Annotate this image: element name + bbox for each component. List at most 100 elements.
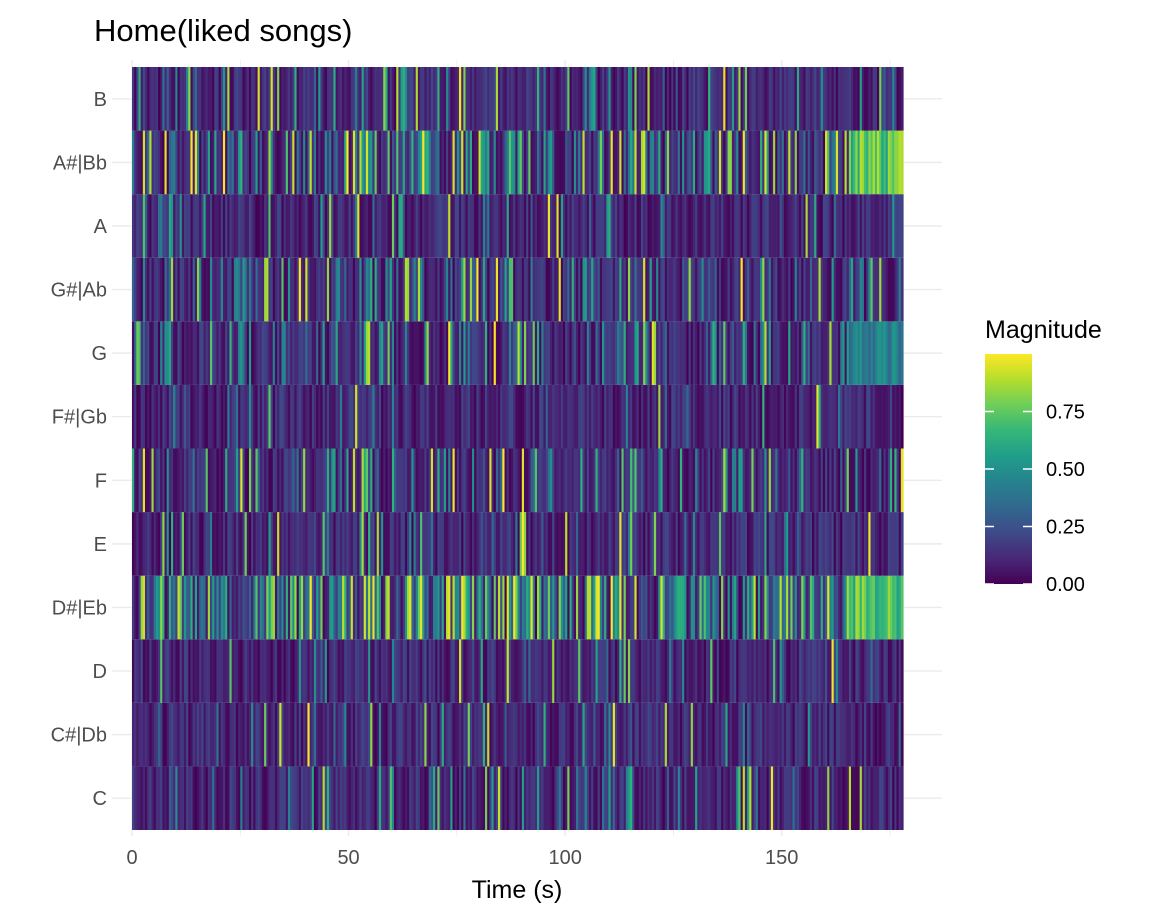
heatmap-cell [627, 321, 631, 385]
heatmap-cell [591, 575, 594, 640]
heatmap-cell [833, 702, 837, 767]
heatmap-cell [279, 766, 283, 830]
heatmap-cell [162, 575, 166, 640]
heatmap-cell [132, 639, 135, 703]
heatmap-cell [476, 321, 480, 385]
heatmap-cell [777, 766, 781, 830]
heatmap-cell [368, 639, 371, 703]
heatmap-cell [660, 257, 664, 322]
heatmap-cell [487, 639, 490, 703]
heatmap-cell [528, 67, 532, 131]
heatmap-cell [757, 639, 761, 703]
heatmap-cell [463, 257, 467, 322]
heatmap-cell [508, 130, 512, 195]
heatmap-cell [305, 130, 309, 195]
heatmap-cell [348, 575, 352, 640]
heatmap-cell [214, 257, 218, 322]
heatmap-cell [476, 194, 480, 258]
heatmap-cell [701, 384, 705, 449]
heatmap-cell [229, 384, 233, 449]
heatmap-cell [424, 257, 428, 322]
heatmap-cell [207, 766, 211, 830]
heatmap-cell [424, 384, 428, 449]
heatmap-cell [645, 702, 649, 767]
heatmap-cell [342, 766, 345, 830]
heatmap-cell [281, 448, 285, 513]
heatmap-cell [744, 384, 748, 449]
heatmap-cell [573, 702, 577, 767]
heatmap-cell [229, 512, 233, 576]
heatmap-cell [760, 448, 763, 513]
heatmap-cell [394, 194, 397, 258]
heatmap-cell [467, 130, 471, 195]
heatmap-cell [227, 575, 231, 640]
heatmap-cell [760, 766, 763, 830]
heatmap-cell [831, 384, 835, 449]
heatmap-cell [166, 384, 170, 449]
heatmap-cell [342, 448, 345, 513]
heatmap-cell [621, 575, 625, 640]
heatmap-cell [777, 512, 781, 576]
heatmap-cell [437, 766, 441, 830]
heatmap-cell [316, 67, 319, 131]
heatmap-cell [433, 575, 436, 640]
heatmap-cell [370, 194, 373, 258]
heatmap-cell [840, 766, 843, 830]
heatmap-cell [359, 384, 363, 449]
heatmap-cell [773, 130, 776, 195]
heatmap-cell [322, 702, 326, 767]
heatmap-cell [775, 130, 778, 195]
heatmap-cell [456, 575, 460, 640]
heatmap-cell [485, 575, 488, 640]
heatmap-cell [881, 512, 885, 576]
heatmap-cell [640, 130, 644, 195]
heatmap-cell [846, 448, 850, 513]
heatmap-cell [344, 639, 348, 703]
heatmap-cell [894, 130, 898, 195]
heatmap-cell [285, 575, 289, 640]
heatmap-cell [773, 194, 776, 258]
heatmap-cell [311, 384, 315, 449]
heatmap-cell [543, 194, 547, 258]
heatmap-cell [822, 512, 826, 576]
heatmap-cell [534, 702, 538, 767]
heatmap-cell [452, 639, 456, 703]
heatmap-cell [814, 702, 817, 767]
heatmap-cell [848, 766, 852, 830]
heatmap-cell [207, 639, 211, 703]
heatmap-cell [264, 575, 267, 640]
heatmap-cell [506, 257, 510, 322]
heatmap-cell [164, 257, 168, 322]
heatmap-cell [879, 321, 882, 385]
heatmap-cell [857, 384, 861, 449]
heatmap-cell [437, 512, 441, 576]
heatmap-cell [290, 639, 293, 703]
heatmap-cell [898, 639, 902, 703]
heatmap-cell [649, 512, 653, 576]
heatmap-cell [170, 384, 174, 449]
heatmap-cell [218, 575, 222, 640]
heatmap-cell [708, 130, 711, 195]
heatmap-cell [597, 384, 601, 449]
heatmap-cell [729, 321, 733, 385]
heatmap-cell [677, 448, 681, 513]
heatmap-cell [132, 194, 135, 258]
heatmap-cell [147, 702, 150, 767]
heatmap-cell [710, 194, 714, 258]
heatmap-cell [714, 702, 718, 767]
heatmap-cell [428, 321, 432, 385]
heatmap-cell [682, 130, 685, 195]
heatmap-cell [285, 67, 289, 131]
heatmap-cell [762, 321, 765, 385]
heatmap-cell [612, 766, 616, 830]
heatmap-cell [701, 766, 705, 830]
heatmap-cell [894, 384, 898, 449]
heatmap-cell [407, 766, 410, 830]
heatmap-cell [153, 67, 157, 131]
heatmap-cell [556, 67, 560, 131]
heatmap-cell [645, 448, 649, 513]
heatmap-cell [831, 67, 835, 131]
heatmap-cell [688, 512, 692, 576]
heatmap-cell [144, 130, 148, 195]
heatmap-cell [649, 766, 653, 830]
